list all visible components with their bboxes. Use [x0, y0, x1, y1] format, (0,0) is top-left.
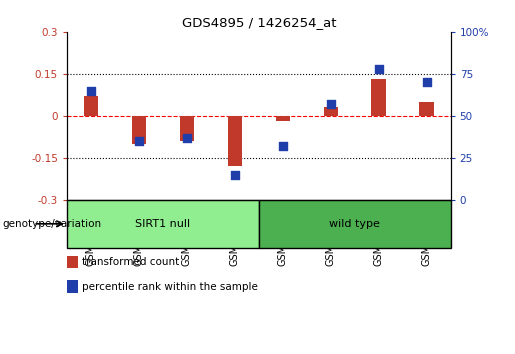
Point	[135, 138, 143, 144]
Title: GDS4895 / 1426254_at: GDS4895 / 1426254_at	[182, 16, 336, 29]
Text: wild type: wild type	[329, 219, 380, 229]
Bar	[132, 116, 146, 144]
Text: genotype/variation: genotype/variation	[3, 219, 101, 229]
Bar	[180, 116, 194, 141]
Point	[374, 66, 383, 72]
Bar	[371, 79, 386, 116]
Bar	[67, 200, 259, 248]
Bar	[84, 96, 98, 116]
Bar	[259, 200, 451, 248]
Point	[231, 172, 239, 177]
Point	[327, 101, 335, 107]
Bar	[228, 116, 242, 166]
Text: SIRT1 null: SIRT1 null	[135, 219, 191, 229]
Text: transformed count: transformed count	[82, 257, 180, 267]
Point	[87, 88, 95, 93]
Point	[183, 135, 191, 141]
Bar	[419, 102, 434, 116]
Text: percentile rank within the sample: percentile rank within the sample	[82, 282, 259, 292]
Bar	[323, 108, 338, 116]
Point	[422, 79, 431, 85]
Point	[279, 143, 287, 149]
Bar	[276, 116, 290, 121]
